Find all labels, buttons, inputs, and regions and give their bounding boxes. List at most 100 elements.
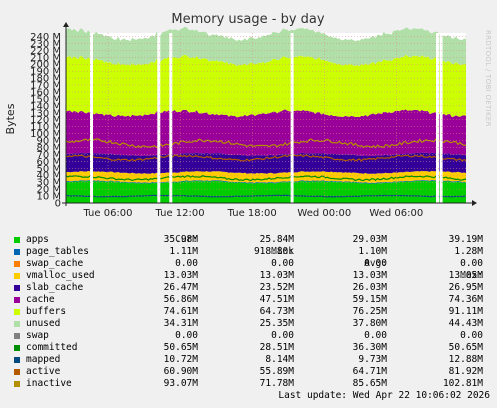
y-tick-label: 210 M — [30, 53, 61, 64]
memory-chart: Memory usage - by day RRDTOOL / TOBI OET… — [4, 12, 492, 219]
legend-max: 39.19M — [448, 234, 483, 245]
legend-header-avg: Avg: — [364, 258, 387, 269]
y-tick-label: 100 M — [30, 129, 61, 140]
y-tick-label: 40 M — [36, 171, 61, 182]
legend-max: 0.00 — [460, 258, 483, 269]
legend-row-vmalloc_used: vmalloc_used 13.03M 13.03M 13.03M 13.05M — [14, 270, 490, 282]
y-tick-label: 200 M — [30, 60, 61, 71]
legend-avg: 37.80M — [352, 318, 387, 329]
y-tick-label: 50 M — [36, 164, 61, 175]
legend-cur: 0.00 — [175, 330, 198, 341]
legend-cur: 56.86M — [163, 294, 198, 305]
legend-row-active: active 60.90M 55.89M 64.71M 81.92M — [14, 366, 490, 378]
legend-min: 71.78M — [259, 378, 294, 389]
legend-row-swap: swap 0.00 0.00 0.00 0.00 — [14, 330, 490, 342]
legend-min: 64.73M — [259, 306, 294, 317]
legend-min: 0.00 — [271, 330, 294, 341]
legend-name: apps — [26, 234, 49, 245]
legend-swatch — [14, 273, 20, 279]
legend-max: 91.11M — [448, 306, 483, 317]
legend-avg: 13.03M — [352, 270, 387, 281]
legend-min: 28.51M — [259, 342, 294, 353]
legend-min: 55.89M — [259, 366, 294, 377]
y-tick-label: 230 M — [30, 39, 61, 50]
legend-min: 47.51M — [259, 294, 294, 305]
gap-5 — [439, 33, 443, 203]
legend-header-max: Max: — [460, 270, 483, 281]
legend-row-apps: apps 35.98M 25.84M 29.03M 39.19M — [14, 234, 490, 246]
legend-max: 74.36M — [448, 294, 483, 305]
legend-swatch — [14, 237, 20, 243]
line-active — [65, 154, 467, 162]
y-tick-label: 0 — [55, 199, 61, 210]
x-tick-label: Wed 00:00 — [297, 208, 351, 219]
legend-cur: 93.07M — [163, 378, 198, 389]
y-tick-label: 180 M — [30, 74, 61, 85]
legend-row-page_tables: page_tables 1.11M 918.80k 1.10M 1.28M — [14, 246, 490, 258]
legend-cur: 35.98M — [163, 234, 198, 245]
area-unused — [66, 26, 466, 67]
legend-avg: 0.00 — [364, 330, 387, 341]
area-apps — [66, 180, 466, 203]
legend-max: 13.05M — [448, 270, 483, 281]
y-tick-label: 120 M — [30, 115, 61, 126]
legend-avg: 1.10M — [358, 246, 387, 257]
legend-min: 23.52M — [259, 282, 294, 293]
legend-swatch — [14, 249, 20, 255]
x-tick-label: Tue 18:00 — [227, 208, 277, 219]
legend-avg: 64.71M — [352, 366, 387, 377]
legend-cur: 1.11M — [169, 246, 198, 257]
legend: Cur: Min: Avg: Max: apps 35.98M 25.84M 29.0… — [14, 222, 490, 390]
y-axis-ticks: 010 M20 M30 M40 M50 M60 M70 M80 M90 M100… — [30, 32, 61, 210]
legend-cur: 60.90M — [163, 366, 198, 377]
legend-max: 26.95M — [448, 282, 483, 293]
area-cache — [66, 109, 466, 157]
y-tick-label: 80 M — [36, 143, 61, 154]
legend-max: 50.65M — [448, 342, 483, 353]
area-layers — [66, 26, 466, 203]
legend-swatch — [14, 345, 20, 351]
gap-3 — [290, 33, 294, 203]
legend-name: cache — [26, 294, 55, 305]
legend-row-buffers: buffers 74.61M 64.73M 76.25M 91.11M — [14, 306, 490, 318]
legend-avg: 9.73M — [358, 354, 387, 365]
y-axis-arrow — [63, 22, 69, 27]
y-tick-label: 30 M — [36, 178, 61, 189]
legend-avg: 29.03M — [352, 234, 387, 245]
legend-name: slab_cache — [26, 282, 84, 293]
y-tick-label: 130 M — [30, 108, 61, 119]
legend-swatch — [14, 381, 20, 387]
legend-max: 12.88M — [448, 354, 483, 365]
chart-watermark: RRDTOOL / TOBI OETIKER — [484, 30, 492, 127]
legend-name: page_tables — [26, 246, 89, 257]
y-tick-label: 220 M — [30, 46, 61, 57]
chart-title: Memory usage - by day — [171, 12, 324, 27]
legend-avg: 36.30M — [352, 342, 387, 353]
data-gaps — [90, 33, 443, 203]
legend-name: mapped — [26, 354, 61, 365]
legend-swatch — [14, 309, 20, 315]
legend-min: 25.84M — [259, 234, 294, 245]
legend-rows: apps 35.98M 25.84M 29.03M 39.19M page_tables 1… — [14, 234, 490, 390]
legend-max: 0.00 — [460, 330, 483, 341]
legend-name: active — [26, 366, 61, 377]
legend-swatch — [14, 261, 20, 267]
x-axis-arrow — [472, 200, 477, 206]
legend-max: 102.81M — [442, 378, 483, 389]
legend-cur: 26.47M — [163, 282, 198, 293]
legend-avg: 26.03M — [352, 282, 387, 293]
legend-name: inactive — [26, 378, 72, 389]
legend-row-inactive: inactive 93.07M 71.78M 85.65M 102.81M — [14, 378, 490, 390]
line-layers — [65, 138, 467, 198]
legend-name: vmalloc_used — [26, 270, 95, 281]
legend-swatch — [14, 297, 20, 303]
legend-name: swap — [26, 330, 49, 341]
legend-row-cache: cache 56.86M 47.51M 59.15M 74.36M — [14, 294, 490, 306]
legend-cur: 10.72M — [163, 354, 198, 365]
legend-row-slab_cache: slab_cache 26.47M 23.52M 26.03M 26.95M — [14, 282, 490, 294]
y-tick-label: 60 M — [36, 157, 61, 168]
gap-4 — [436, 33, 439, 203]
gap-1 — [157, 33, 161, 203]
x-tick-label: Tue 12:00 — [155, 208, 205, 219]
y-tick-label: 70 M — [36, 150, 61, 161]
